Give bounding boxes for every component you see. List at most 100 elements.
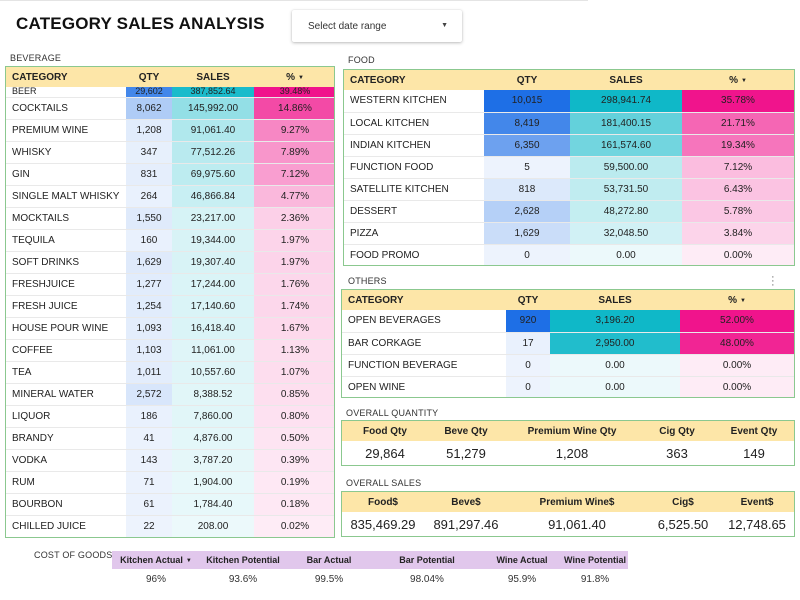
kpi-label: Cig Qty <box>659 425 695 437</box>
col-header-sales[interactable]: SALES <box>550 290 680 310</box>
overall-sales-scorecard: Food$ Beve$ Premium Wine$ Cig$ Event$ 835,46… <box>341 491 795 537</box>
sales-cell: 16,418.40 <box>172 317 254 340</box>
pct-cell: 0.85% <box>254 383 334 406</box>
overall-sales-label: OVERALL SALES <box>346 478 422 488</box>
table-row[interactable]: WHISKY 347 77,512.26 7.89% <box>6 141 334 164</box>
table-row[interactable]: FRESH JUICE 1,254 17,140.60 1.74% <box>6 295 334 318</box>
table-row[interactable]: LOCAL KITCHEN 8,419 181,400.15 21.71% <box>344 112 794 135</box>
category-cell: COFFEE <box>6 339 126 362</box>
cog-value: 98.04% <box>410 573 444 585</box>
table-row[interactable]: FUNCTION BEVERAGE 0 0.00 0.00% <box>342 354 794 377</box>
table-row[interactable]: DESSERT 2,628 48,272.80 5.78% <box>344 200 794 223</box>
qty-cell: 41 <box>126 427 172 450</box>
cost-of-goods-values: 96% 93.6% 99.5% 98.04% 95.9% 91.8% <box>112 569 628 589</box>
category-cell: FRESH JUICE <box>6 295 126 318</box>
table-row[interactable]: LIQUOR 186 7,860.00 0.80% <box>6 405 334 428</box>
sales-cell: 4,876.00 <box>172 427 254 450</box>
category-cell: VODKA <box>6 449 126 472</box>
table-row[interactable]: FOOD PROMO 0 0.00 0.00% <box>344 244 794 265</box>
table-row[interactable]: TEA 1,011 10,557.60 1.07% <box>6 361 334 384</box>
others-table-body: OPEN BEVERAGES 920 3,196.20 52.00% BAR CORKA… <box>342 310 794 397</box>
cog-header-label[interactable]: Bar Actual <box>286 555 372 565</box>
table-row[interactable]: PIZZA 1,629 32,048.50 3.84% <box>344 222 794 245</box>
pct-cell: 1.07% <box>254 361 334 384</box>
pct-cell: 0.00% <box>680 354 794 377</box>
table-row[interactable]: MOCKTAILS 1,550 23,217.00 2.36% <box>6 207 334 230</box>
kpi-label: Event$ <box>740 496 774 508</box>
table-row[interactable]: VODKA 143 3,787.20 0.39% <box>6 449 334 472</box>
col-header-pct[interactable]: % ▼ <box>254 67 334 87</box>
pct-cell: 9.27% <box>254 119 334 142</box>
sales-cell: 208.00 <box>172 515 254 537</box>
table-row[interactable]: OPEN WINE 0 0.00 0.00% <box>342 376 794 397</box>
table-row[interactable]: BAR CORKAGE 17 2,950.00 48.00% <box>342 332 794 355</box>
cog-sortable-header[interactable]: Kitchen Actual ▼ <box>112 555 200 565</box>
table-row[interactable]: INDIAN KITCHEN 6,350 161,574.60 19.34% <box>344 134 794 157</box>
table-row[interactable]: SATELLITE KITCHEN 818 53,731.50 6.43% <box>344 178 794 201</box>
table-row[interactable]: FRESHJUICE 1,277 17,244.00 1.76% <box>6 273 334 296</box>
date-range-select[interactable]: Select date range ▼ <box>292 10 462 42</box>
overall-sales-values: 835,469.29 891,297.46 91,061.40 6,525.50 12,… <box>342 512 794 536</box>
table-row[interactable]: WESTERN KITCHEN 10,015 298,941.74 35.78% <box>344 90 794 113</box>
sales-cell: 0.00 <box>550 354 680 377</box>
qty-cell: 186 <box>126 405 172 428</box>
category-cell: BOURBON <box>6 493 126 516</box>
cog-header-label[interactable]: Wine Potential <box>562 555 628 565</box>
table-row[interactable]: BOURBON 61 1,784.40 0.18% <box>6 493 334 516</box>
table-row[interactable]: MINERAL WATER 2,572 8,388.52 0.85% <box>6 383 334 406</box>
col-header-pct[interactable]: % ▼ <box>682 70 794 90</box>
cost-of-goods-header: Kitchen Actual ▼ Kitchen Potential Bar Actu… <box>112 551 628 569</box>
table-row[interactable]: RUM 71 1,904.00 0.19% <box>6 471 334 494</box>
sales-cell: 3,787.20 <box>172 449 254 472</box>
category-cell: MINERAL WATER <box>6 383 126 406</box>
table-row[interactable]: BEER 29,602 387,852.64 39.48% <box>6 87 334 98</box>
pct-cell: 14.86% <box>254 97 334 120</box>
pct-cell: 39.48% <box>254 87 334 98</box>
cog-value: 93.6% <box>228 573 258 585</box>
cog-header-label[interactable]: Bar Potential <box>372 555 482 565</box>
overall-sales-header: Food$ Beve$ Premium Wine$ Cig$ Event$ <box>342 492 794 512</box>
sales-cell: 32,048.50 <box>570 222 682 245</box>
qty-cell: 2,628 <box>484 200 570 223</box>
table-row[interactable]: SOFT DRINKS 1,629 19,307.40 1.97% <box>6 251 334 274</box>
col-header-qty[interactable]: QTY <box>126 67 172 87</box>
sales-cell: 11,061.00 <box>172 339 254 362</box>
category-cell: MOCKTAILS <box>6 207 126 230</box>
col-header-category[interactable]: CATEGORY <box>6 67 126 87</box>
sales-cell: 46,866.84 <box>172 185 254 208</box>
col-header-sales[interactable]: SALES <box>172 67 254 87</box>
pct-cell: 7.12% <box>254 163 334 186</box>
table-row[interactable]: GIN 831 69,975.60 7.12% <box>6 163 334 186</box>
table-row[interactable]: PREMIUM WINE 1,208 91,061.40 9.27% <box>6 119 334 142</box>
table-row[interactable]: COFFEE 1,103 11,061.00 1.13% <box>6 339 334 362</box>
sales-cell: 1,904.00 <box>172 471 254 494</box>
pct-cell: 21.71% <box>682 112 794 135</box>
cog-header-label[interactable]: Wine Actual <box>482 555 562 565</box>
table-row[interactable]: OPEN BEVERAGES 920 3,196.20 52.00% <box>342 310 794 333</box>
col-header-category[interactable]: CATEGORY <box>342 290 506 310</box>
col-header-pct[interactable]: % ▼ <box>680 290 794 310</box>
table-row[interactable]: CHILLED JUICE 22 208.00 0.02% <box>6 515 334 537</box>
qty-cell: 2,572 <box>126 383 172 406</box>
pct-cell: 19.34% <box>682 134 794 157</box>
table-row[interactable]: HOUSE POUR WINE 1,093 16,418.40 1.67% <box>6 317 334 340</box>
category-cell: WHISKY <box>6 141 126 164</box>
table-row[interactable]: TEQUILA 160 19,344.00 1.97% <box>6 229 334 252</box>
more-vert-icon[interactable]: · · · <box>771 271 775 291</box>
sales-cell: 53,731.50 <box>570 178 682 201</box>
col-header-qty[interactable]: QTY <box>506 290 550 310</box>
table-row[interactable]: BRANDY 41 4,876.00 0.50% <box>6 427 334 450</box>
kpi-value: 29,864 <box>365 445 405 461</box>
table-row[interactable]: FUNCTION FOOD 5 59,500.00 7.12% <box>344 156 794 179</box>
table-row[interactable]: SINGLE MALT WHISKY 264 46,866.84 4.77% <box>6 185 334 208</box>
col-header-qty[interactable]: QTY <box>484 70 570 90</box>
cog-header-label[interactable]: Kitchen Potential <box>200 555 286 565</box>
beverage-table-body: BEER 29,602 387,852.64 39.48% COCKTAILS 8,062… <box>6 87 334 537</box>
sales-cell: 387,852.64 <box>172 87 254 98</box>
pct-cell: 52.00% <box>680 310 794 333</box>
category-cell: BEER <box>6 87 126 98</box>
col-header-category[interactable]: CATEGORY <box>344 70 484 90</box>
col-header-sales[interactable]: SALES <box>570 70 682 90</box>
table-row[interactable]: COCKTAILS 8,062 145,992.00 14.86% <box>6 97 334 120</box>
food-table: CATEGORY QTY SALES % ▼ WESTERN KITCHEN 10,… <box>344 70 794 265</box>
